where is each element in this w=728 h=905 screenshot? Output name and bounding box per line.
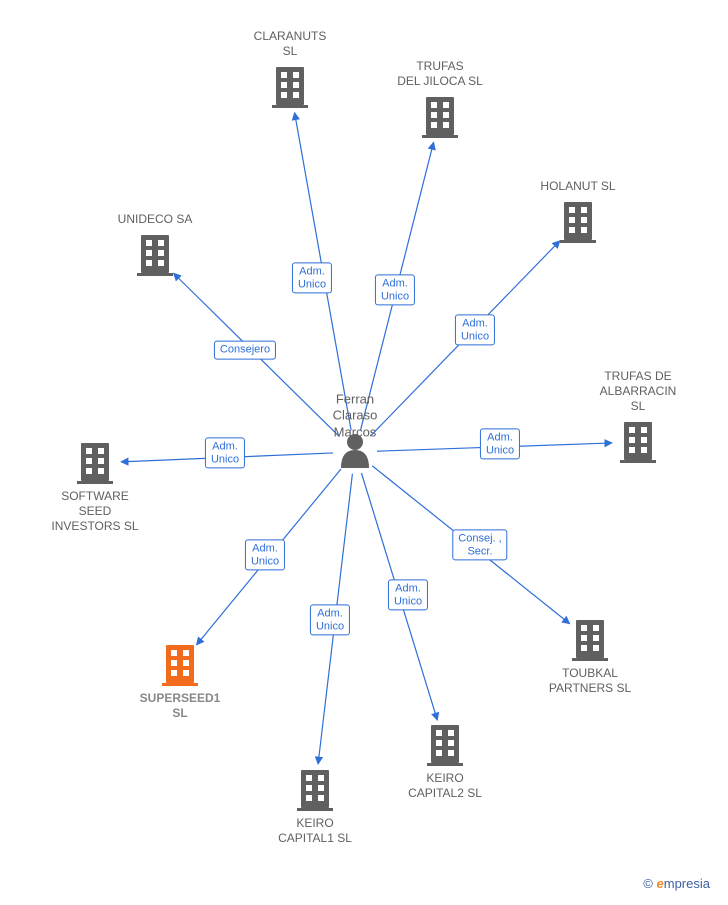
edge-label-toubkal: Consej. , Secr. [452,529,507,560]
node-label-toubkal[interactable]: TOUBKAL PARTNERS SL [549,666,631,696]
building-icon-trufas_jil[interactable] [422,97,458,138]
node-label-trufas_jil[interactable]: TRUFAS DEL JILOCA SL [397,59,483,89]
copyright: © empresia [643,876,710,891]
building-icon-trufas_alb[interactable] [620,422,656,463]
node-label-holanut[interactable]: HOLANUT SL [540,179,615,194]
building-icon-superseed[interactable] [162,645,198,686]
building-icon-toubkal[interactable] [572,620,608,661]
copyright-symbol: © [643,876,653,891]
node-label-superseed[interactable]: SUPERSEED1 SL [140,691,221,721]
edge-label-superseed: Adm. Unico [245,539,285,570]
brand-e: e [657,876,664,891]
graph-svg [0,0,728,905]
edge-label-unideco: Consejero [214,341,276,360]
edge-label-claranuts: Adm. Unico [292,262,332,293]
node-label-trufas_alb[interactable]: TRUFAS DE ALBARRACIN SL [600,369,677,414]
building-icon-holanut[interactable] [560,202,596,243]
edge-label-keiro1: Adm. Unico [310,604,350,635]
node-label-keiro1[interactable]: KEIRO CAPITAL1 SL [278,816,352,846]
edge-label-keiro2: Adm. Unico [388,579,428,610]
edge-label-holanut: Adm. Unico [455,314,495,345]
building-icon-claranuts[interactable] [272,67,308,108]
node-label-keiro2[interactable]: KEIRO CAPITAL2 SL [408,771,482,801]
edge-label-trufas_alb: Adm. Unico [480,428,520,459]
diagram-canvas: Consejero Adm. Unico Adm. Unico Adm. Unico A… [0,0,728,905]
node-label-unideco[interactable]: UNIDECO SA [118,212,193,227]
edge-label-soft_seed: Adm. Unico [205,437,245,468]
edge-label-trufas_jil: Adm. Unico [375,274,415,305]
building-icon-keiro1[interactable] [297,770,333,811]
building-icon-soft_seed[interactable] [77,443,113,484]
center-person-label: Ferran Claraso Marcos [333,391,378,440]
node-label-claranuts[interactable]: CLARANUTS SL [254,29,327,59]
building-icon-unideco[interactable] [137,235,173,276]
node-label-soft_seed[interactable]: SOFTWARE SEED INVESTORS SL [51,489,138,534]
building-icon-keiro2[interactable] [427,725,463,766]
brand-rest: mpresia [664,876,710,891]
